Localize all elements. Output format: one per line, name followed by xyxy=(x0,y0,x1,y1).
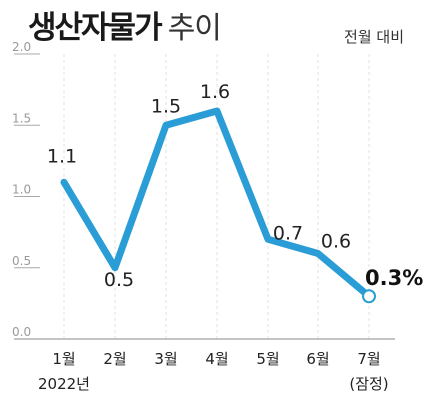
chart-subtitle: 전월 대비 xyxy=(344,28,404,46)
x-tick-label: 7월 xyxy=(357,350,380,368)
data-point-marker xyxy=(362,289,376,304)
data-label: 0.6 xyxy=(321,231,351,253)
y-tick-label: 2.0 xyxy=(12,40,31,54)
data-label-highlight: 0.3% xyxy=(365,266,423,290)
x-tick-label: 6월 xyxy=(306,350,329,368)
x-tick-label: 1월 xyxy=(52,350,75,368)
x-sublabel-provisional: (잠정) xyxy=(349,375,388,393)
x-sublabel-year: 2022년 xyxy=(38,375,90,393)
chart-title-suffix: 추이 xyxy=(167,11,222,46)
x-tick-label: 5월 xyxy=(256,350,279,368)
y-tick-label: 1.0 xyxy=(12,183,31,197)
y-tick-label: 0.0 xyxy=(12,325,31,339)
y-tick-label: 0.5 xyxy=(12,254,31,268)
series-line xyxy=(60,107,373,300)
data-label: 0.5 xyxy=(104,269,134,291)
data-label: 0.7 xyxy=(273,222,303,244)
data-label: 1.1 xyxy=(47,145,77,167)
y-tick-label: 1.5 xyxy=(12,111,31,125)
chart-title: 생산자물가 추이 xyxy=(28,2,222,47)
x-tick-label: 2월 xyxy=(103,350,126,368)
x-tick-label: 4월 xyxy=(205,350,228,368)
chart-title-main: 생산자물가 xyxy=(28,10,163,46)
x-tick-label: 3월 xyxy=(154,350,177,368)
data-label: 1.5 xyxy=(151,95,181,117)
data-label: 1.6 xyxy=(200,81,230,103)
